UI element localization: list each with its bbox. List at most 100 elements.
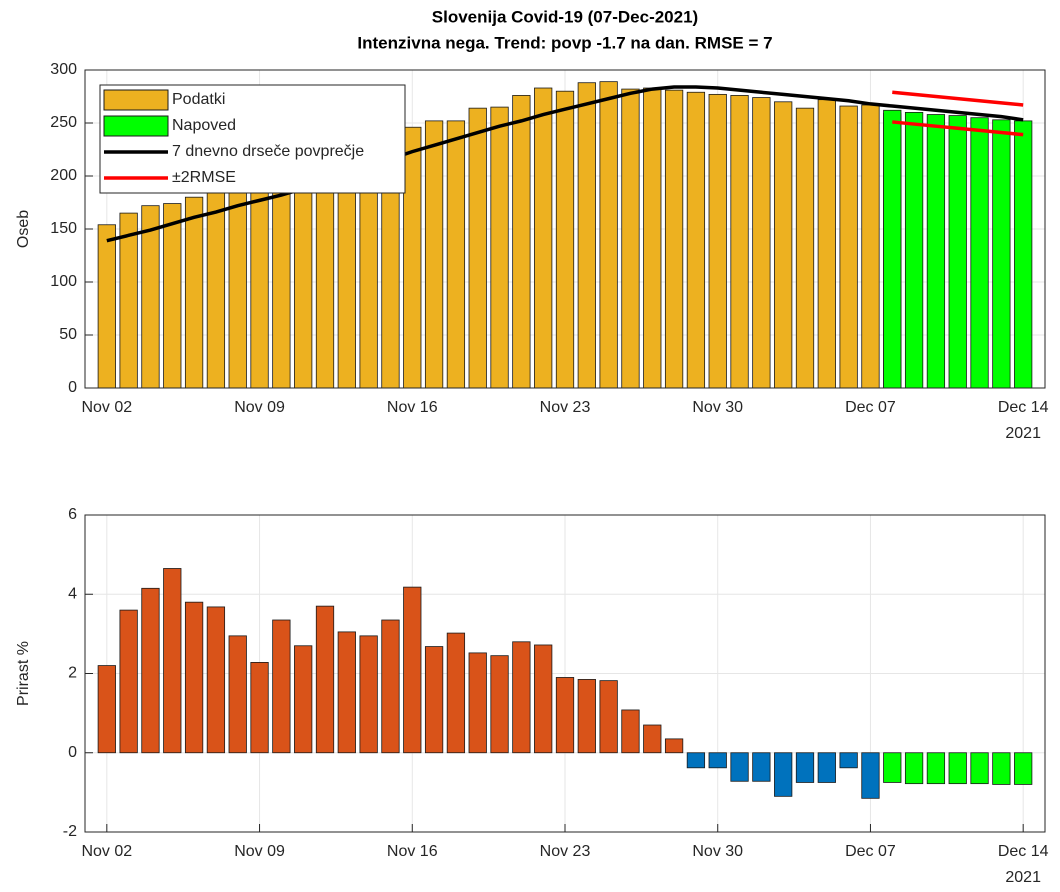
bar <box>861 752 880 799</box>
bar <box>926 114 946 389</box>
bar <box>774 101 793 389</box>
bar <box>643 724 662 754</box>
bar <box>621 88 640 389</box>
bar <box>948 752 967 785</box>
bar <box>577 679 596 754</box>
legend-label: ±2RMSE <box>172 169 236 186</box>
bar <box>883 109 902 389</box>
bar <box>228 635 247 754</box>
x-tick-label: Nov 02 <box>81 399 132 416</box>
bar <box>468 107 487 389</box>
bar <box>512 95 531 389</box>
x-tick-label: Nov 09 <box>234 843 285 860</box>
bar <box>294 170 313 389</box>
bar <box>970 752 989 785</box>
bar <box>555 677 575 754</box>
bar <box>730 95 749 389</box>
y-tick-label: 0 <box>68 744 77 761</box>
bar <box>359 635 378 754</box>
bar <box>534 644 553 754</box>
legend-label: Napoved <box>172 117 236 134</box>
axes-box <box>84 69 1046 389</box>
bar <box>424 646 444 754</box>
bar <box>294 645 313 754</box>
y-tick-label: 100 <box>50 273 77 290</box>
bar <box>424 120 444 389</box>
bar <box>141 587 160 754</box>
bar <box>403 586 422 754</box>
bar <box>119 609 138 754</box>
y-tick-label: 0 <box>68 379 77 396</box>
x-tick-label: Nov 30 <box>692 399 743 416</box>
bar <box>315 159 335 389</box>
x-tick-label: Nov 16 <box>387 399 438 416</box>
y-tick-label: 6 <box>68 506 77 523</box>
y-tick-label: 50 <box>59 326 77 343</box>
y-tick-label: 250 <box>50 114 77 131</box>
bar <box>970 117 989 389</box>
bar <box>250 662 269 754</box>
line <box>892 90 1024 107</box>
bar <box>904 112 924 389</box>
bar <box>686 91 706 389</box>
bar <box>861 104 880 389</box>
bar <box>926 752 946 785</box>
bar <box>490 655 509 754</box>
bar <box>621 709 640 754</box>
y-tick-label: 200 <box>50 167 77 184</box>
bar <box>795 107 815 389</box>
bar <box>708 752 727 769</box>
y-tick-label: 4 <box>68 585 77 602</box>
legend-swatch <box>103 89 169 111</box>
bar <box>752 97 771 389</box>
x-tick-label: Nov 16 <box>387 843 438 860</box>
bar <box>599 680 618 754</box>
bar <box>686 752 706 769</box>
y-tick-label: 300 <box>50 61 77 78</box>
x-tick-label: Nov 23 <box>540 843 591 860</box>
bar <box>119 212 138 389</box>
bar <box>730 752 749 782</box>
bar <box>992 119 1011 389</box>
y-tick-label: 2 <box>68 665 77 682</box>
bar <box>948 115 967 389</box>
y-tick-label: 150 <box>50 220 77 237</box>
bar <box>446 120 466 389</box>
chart-title: Slovenija Covid-19 (07-Dec-2021) <box>432 7 698 26</box>
x-tick-label: Dec 14 <box>998 399 1049 416</box>
bar <box>1014 752 1033 785</box>
bar <box>883 752 902 783</box>
bar <box>1014 120 1033 389</box>
bar <box>664 89 684 389</box>
bar <box>184 601 204 754</box>
legend-swatch <box>103 115 169 137</box>
bar <box>795 752 815 783</box>
bar <box>817 752 836 783</box>
bar <box>163 203 182 389</box>
line <box>892 120 1024 137</box>
bar <box>97 224 116 389</box>
bar <box>555 90 575 389</box>
bar <box>817 99 836 389</box>
bar <box>272 619 291 754</box>
bar <box>272 177 291 389</box>
x-tick-label: Nov 30 <box>692 843 743 860</box>
bar <box>250 186 269 389</box>
bar <box>490 106 509 389</box>
bar <box>664 738 684 754</box>
bar <box>752 752 771 782</box>
x-tick-label: Nov 02 <box>81 843 132 860</box>
x-year-label: 2021 <box>1005 869 1041 886</box>
bar <box>839 752 858 769</box>
bar <box>992 752 1011 785</box>
bar <box>708 93 727 389</box>
line <box>106 85 1024 243</box>
x-tick-label: Dec 07 <box>845 399 896 416</box>
bar <box>446 632 466 754</box>
bar <box>577 82 596 389</box>
bar <box>468 652 487 754</box>
chart-subtitle: Intenzivna nega. Trend: povp -1.7 na dan… <box>357 33 772 52</box>
bar <box>643 87 662 389</box>
bar <box>163 568 182 754</box>
